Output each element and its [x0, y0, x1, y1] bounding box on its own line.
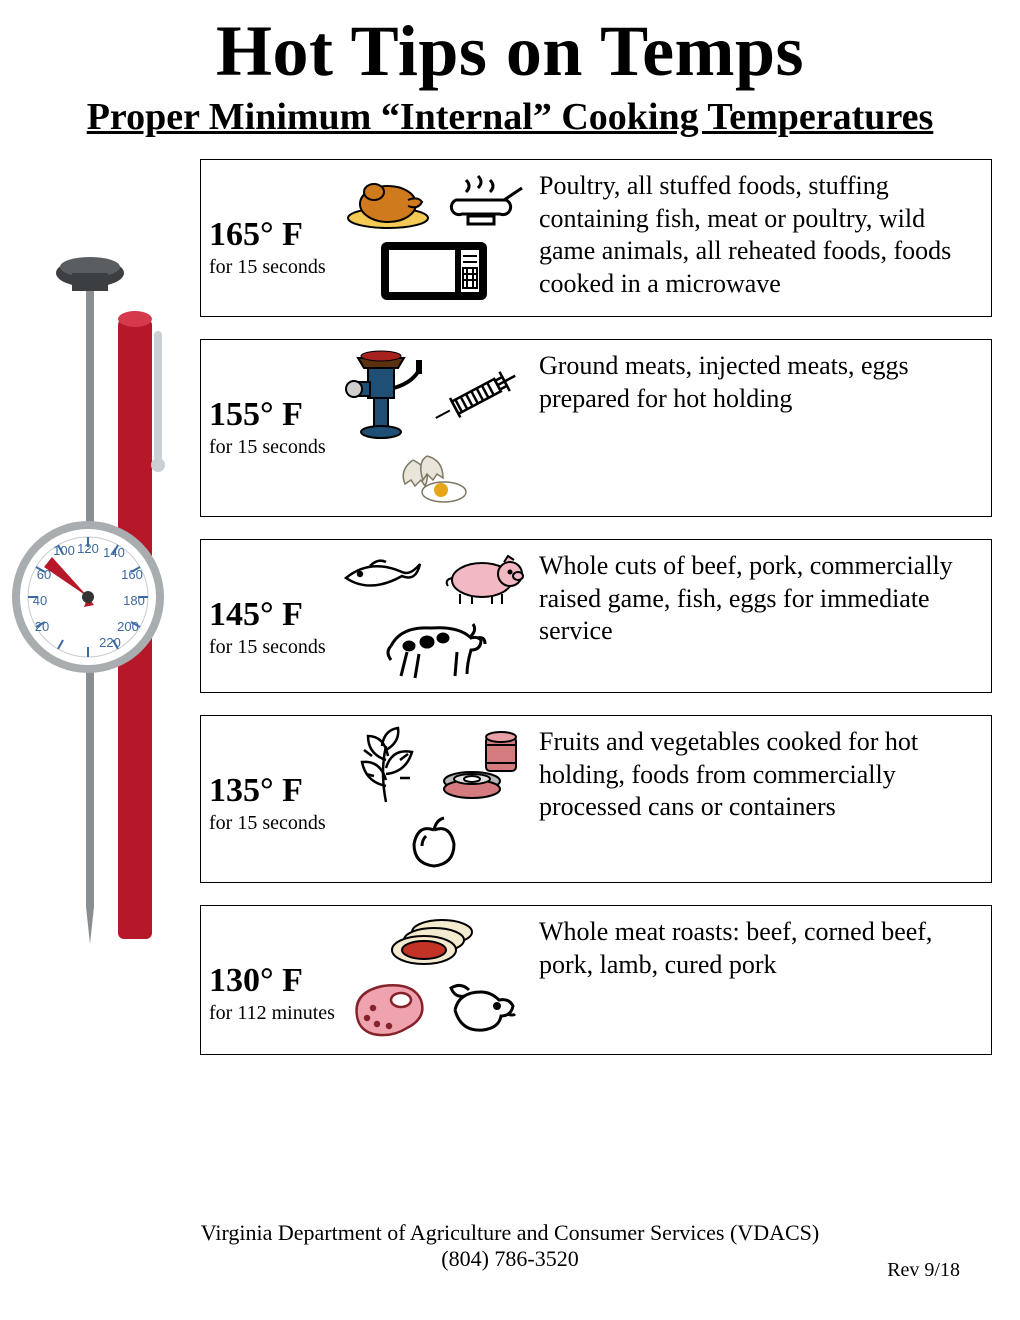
- page-title: Hot Tips on Temps: [0, 10, 1020, 93]
- footer-org: Virginia Department of Agriculture and C…: [0, 1220, 1020, 1246]
- temp-card-165: 165° F for 15 seconds: [200, 159, 992, 317]
- content-row: 100 120 140 160 180 200 220 20 40 60: [0, 159, 1020, 1055]
- svg-text:160: 160: [121, 567, 143, 582]
- temp-duration: for 15 seconds: [209, 256, 339, 279]
- leafy-veg-icon: [344, 726, 428, 806]
- syringe-icon: [434, 360, 524, 430]
- temp-block: 155° F for 15 seconds: [209, 346, 339, 459]
- temp-description: Ground meats, injected meats, eggs prepa…: [529, 346, 985, 415]
- roast-slices-icon: [384, 916, 484, 970]
- temp-description: Poultry, all stuffed foods, stuffing con…: [529, 166, 985, 300]
- title-block: Hot Tips on Temps Proper Minimum “Intern…: [0, 0, 1020, 139]
- temp-card-130: 130° F for 112 minutes: [200, 905, 992, 1055]
- svg-text:140: 140: [103, 545, 125, 560]
- meat-grinder-icon: [344, 350, 424, 440]
- temp-description: Whole cuts of beef, pork, commercially r…: [529, 546, 985, 648]
- pig-icon: [438, 550, 528, 606]
- steak-icon: [347, 976, 431, 1040]
- icon-group: [339, 722, 529, 876]
- temp-value: 135° F: [209, 772, 339, 810]
- temp-value: 130° F: [209, 962, 339, 1000]
- svg-text:200: 200: [117, 619, 139, 634]
- icon-group: [339, 346, 529, 510]
- svg-text:120: 120: [77, 541, 99, 556]
- temp-block: 145° F for 15 seconds: [209, 546, 339, 659]
- temp-block: 135° F for 15 seconds: [209, 722, 339, 835]
- svg-text:100: 100: [53, 543, 75, 558]
- temp-value: 145° F: [209, 596, 339, 634]
- temp-description: Whole meat roasts: beef, corned beef, po…: [529, 912, 985, 981]
- hot-bowl-icon: [446, 170, 524, 230]
- temp-card-155: 155° F for 15 seconds: [200, 339, 992, 517]
- page-subtitle: Proper Minimum “Internal” Cooking Temper…: [0, 95, 1020, 139]
- cracked-egg-icon: [389, 446, 479, 506]
- temp-block: 165° F for 15 seconds: [209, 166, 339, 279]
- apple-icon: [404, 812, 464, 872]
- temp-description: Fruits and vegetables cooked for hot hol…: [529, 722, 985, 824]
- cans-icon: [438, 729, 524, 803]
- thermometer-column: 100 120 140 160 180 200 220 20 40 60: [0, 159, 200, 1055]
- cow-icon: [379, 612, 489, 682]
- footer: Virginia Department of Agriculture and C…: [0, 1220, 1020, 1272]
- svg-text:220: 220: [99, 635, 121, 650]
- roast-chicken-icon: [344, 170, 436, 230]
- temp-duration: for 15 seconds: [209, 436, 339, 459]
- svg-text:20: 20: [35, 619, 49, 634]
- icon-group: [339, 912, 529, 1044]
- temp-value: 165° F: [209, 216, 339, 254]
- lamb-head-icon: [441, 980, 521, 1036]
- microwave-icon: [379, 236, 489, 306]
- temp-block: 130° F for 112 minutes: [209, 912, 339, 1025]
- icon-group: [339, 166, 529, 310]
- icon-group: [339, 546, 529, 686]
- temp-duration: for 15 seconds: [209, 812, 339, 835]
- temp-duration: for 15 seconds: [209, 636, 339, 659]
- svg-text:180: 180: [123, 593, 145, 608]
- svg-text:40: 40: [33, 593, 47, 608]
- temp-card-135: 135° F for 15 seconds: [200, 715, 992, 883]
- temp-value: 155° F: [209, 396, 339, 434]
- temp-duration: for 112 minutes: [209, 1002, 339, 1025]
- fish-icon: [340, 556, 428, 600]
- cards-column: 165° F for 15 seconds: [200, 159, 1020, 1055]
- footer-phone: (804) 786-3520: [0, 1246, 1020, 1272]
- revision-label: Rev 9/18: [887, 1259, 960, 1282]
- temp-card-145: 145° F for 15 seconds: [200, 539, 992, 693]
- thermometer-icon: 100 120 140 160 180 200 220 20 40 60: [0, 249, 200, 969]
